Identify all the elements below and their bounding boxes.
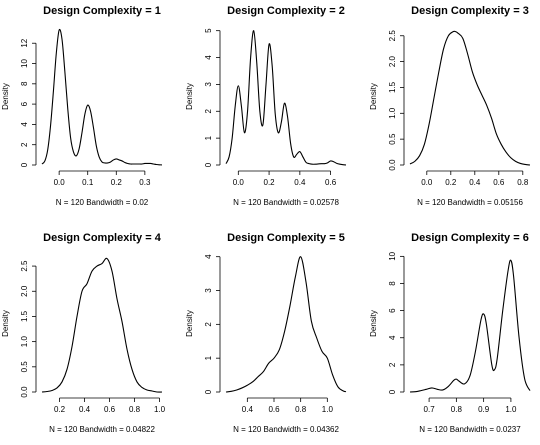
x-tick-label: 0.1: [82, 178, 94, 187]
y-tick-label: 1.5: [388, 81, 397, 93]
x-tick-label: 0.4: [469, 178, 481, 187]
y-tick-label: 10: [20, 59, 29, 68]
density-curve: [225, 30, 347, 166]
bandwidth-label: N = 120 Bandwidth = 0.02: [56, 198, 149, 207]
x-tick-label: 0.6: [104, 405, 116, 414]
x-tick-label: 0.8: [295, 405, 307, 414]
y-tick-label: 2: [204, 109, 213, 114]
y-tick-label: 10: [388, 251, 397, 260]
y-tick-label: 2: [20, 142, 29, 147]
x-tick-label: 0.0: [233, 178, 245, 187]
y-tick-label: 4: [204, 254, 213, 259]
y-tick-label: 1: [204, 135, 213, 140]
y-tick-label: 12: [20, 38, 29, 47]
density-curve: [225, 256, 347, 393]
y-tick-label: 3: [204, 288, 213, 293]
x-tick-label: 0.9: [478, 405, 490, 414]
x-tick-label: 0.6: [325, 178, 337, 187]
bandwidth-label: N = 120 Bandwidth = 0.02578: [233, 198, 339, 207]
x-tick-label: 0.0: [54, 178, 66, 187]
x-tick-label: 0.7: [424, 405, 436, 414]
panel-title: Design Complexity = 6: [411, 232, 529, 244]
panel-title: Design Complexity = 2: [227, 5, 345, 17]
y-axis-label: Density: [185, 83, 194, 110]
density-curve: [41, 28, 163, 166]
y-tick-label: 0.5: [388, 133, 397, 145]
panel-title: Design Complexity = 3: [411, 5, 529, 17]
density-curve: [409, 259, 531, 393]
bandwidth-label: N = 120 Bandwidth = 0.05156: [417, 198, 523, 207]
x-tick-label: 0.8: [129, 405, 141, 414]
y-tick-label: 0.0: [388, 159, 397, 171]
x-tick-label: 0.2: [264, 178, 276, 187]
x-tick-label: 0.8: [517, 178, 529, 187]
density-panel-3: Design Complexity = 3 0.0 0.2 0.4 0.6 0.8 0.0 0…: [369, 5, 531, 207]
panel-title: Design Complexity = 4: [43, 232, 162, 244]
y-tick-label: 2: [204, 322, 213, 327]
x-tick-label: 0.4: [294, 178, 306, 187]
y-tick-label: 6: [20, 101, 29, 106]
y-tick-label: 6: [388, 308, 397, 313]
y-tick-label: 4: [388, 335, 397, 340]
y-tick-label: 5: [204, 28, 213, 33]
y-tick-label: 2.0: [20, 285, 29, 297]
panel-title: Design Complexity = 5: [227, 232, 345, 244]
y-tick-label: 0: [204, 389, 213, 394]
y-axis-label: Density: [369, 83, 378, 110]
x-tick-label: 0.4: [242, 405, 254, 414]
x-tick-label: 0.4: [79, 405, 91, 414]
y-tick-label: 1.0: [20, 336, 29, 348]
y-tick-label: 1: [204, 355, 213, 360]
y-tick-label: 3: [204, 82, 213, 87]
density-curve: [409, 30, 531, 166]
y-tick-label: 2: [388, 362, 397, 367]
x-tick-label: 0.3: [139, 178, 151, 187]
bandwidth-label: N = 120 Bandwidth = 0.0237: [419, 425, 521, 434]
y-tick-label: 4: [204, 55, 213, 60]
y-axis-label: Density: [1, 83, 10, 110]
x-tick-label: 0.6: [268, 405, 280, 414]
density-panel-1: Design Complexity = 1 0.0 0.1 0.2 0.3 0 2 4 6 8 10…: [1, 5, 163, 207]
y-tick-label: 0: [20, 162, 29, 167]
x-tick-label: 0.2: [445, 178, 457, 187]
density-panel-4: Design Complexity = 4 0.2 0.4 0.6 0.8 1.0 0.0 0…: [1, 232, 166, 434]
x-tick-label: 0.8: [451, 405, 463, 414]
y-tick-label: 0.0: [20, 386, 29, 398]
x-tick-label: 1.0: [505, 405, 517, 414]
x-tick-label: 0.6: [493, 178, 505, 187]
y-tick-label: 0: [388, 389, 397, 394]
y-tick-label: 8: [388, 281, 397, 286]
density-panel-5: Design Complexity = 5 0.4 0.6 0.8 1.0 0 1 2 3 4 De…: [185, 232, 347, 434]
x-tick-label: 1.0: [154, 405, 166, 414]
y-tick-label: 8: [20, 81, 29, 86]
y-tick-label: 0.5: [20, 361, 29, 373]
panel-title: Design Complexity = 1: [43, 5, 161, 17]
y-tick-label: 2.0: [388, 55, 397, 67]
y-tick-label: 2.5: [388, 30, 397, 42]
density-curve: [41, 257, 163, 393]
y-tick-label: 0: [204, 162, 213, 167]
x-tick-label: 0.0: [421, 178, 433, 187]
y-tick-label: 2.5: [20, 260, 29, 272]
x-tick-label: 1.0: [322, 405, 334, 414]
y-axis-label: Density: [369, 310, 378, 337]
density-panel-6: Design Complexity = 6 0.7 0.8 0.9 1.0 0 2 4 6 8 10…: [369, 232, 531, 434]
x-tick-label: 0.2: [54, 405, 66, 414]
y-tick-label: 1.5: [20, 310, 29, 322]
bandwidth-label: N = 120 Bandwidth = 0.04822: [49, 425, 155, 434]
x-tick-label: 0.2: [111, 178, 123, 187]
y-tick-label: 4: [20, 122, 29, 127]
y-axis-label: Density: [185, 310, 194, 337]
bandwidth-label: N = 120 Bandwidth = 0.04362: [233, 425, 339, 434]
y-axis-label: Density: [1, 310, 10, 337]
density-panel-2: Design Complexity = 2 0.0 0.2 0.4 0.6 0 1 2 3 4 5 D…: [185, 5, 347, 207]
y-tick-label: 1.0: [388, 107, 397, 119]
